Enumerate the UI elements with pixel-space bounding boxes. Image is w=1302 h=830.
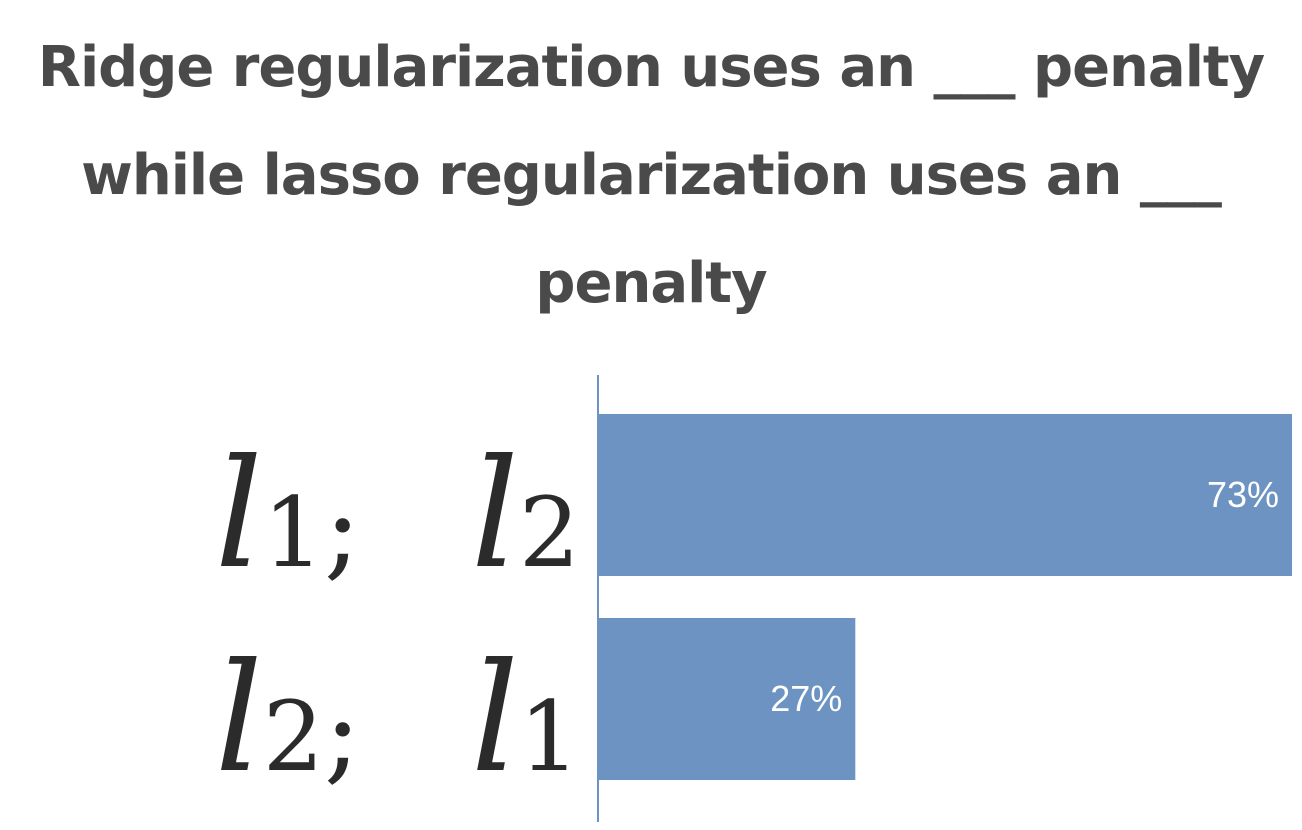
question-title: Ridge regularization uses an ___ penalty… <box>37 35 1265 316</box>
bar-2 <box>599 618 856 780</box>
bar-value-label-1: 73% <box>1207 474 1279 515</box>
bar-1 <box>599 414 1292 576</box>
category-label-1: l1; l2 <box>215 428 580 602</box>
bar-value-label-2: 27% <box>770 678 842 719</box>
category-label-2: l2; l1 <box>215 632 580 806</box>
